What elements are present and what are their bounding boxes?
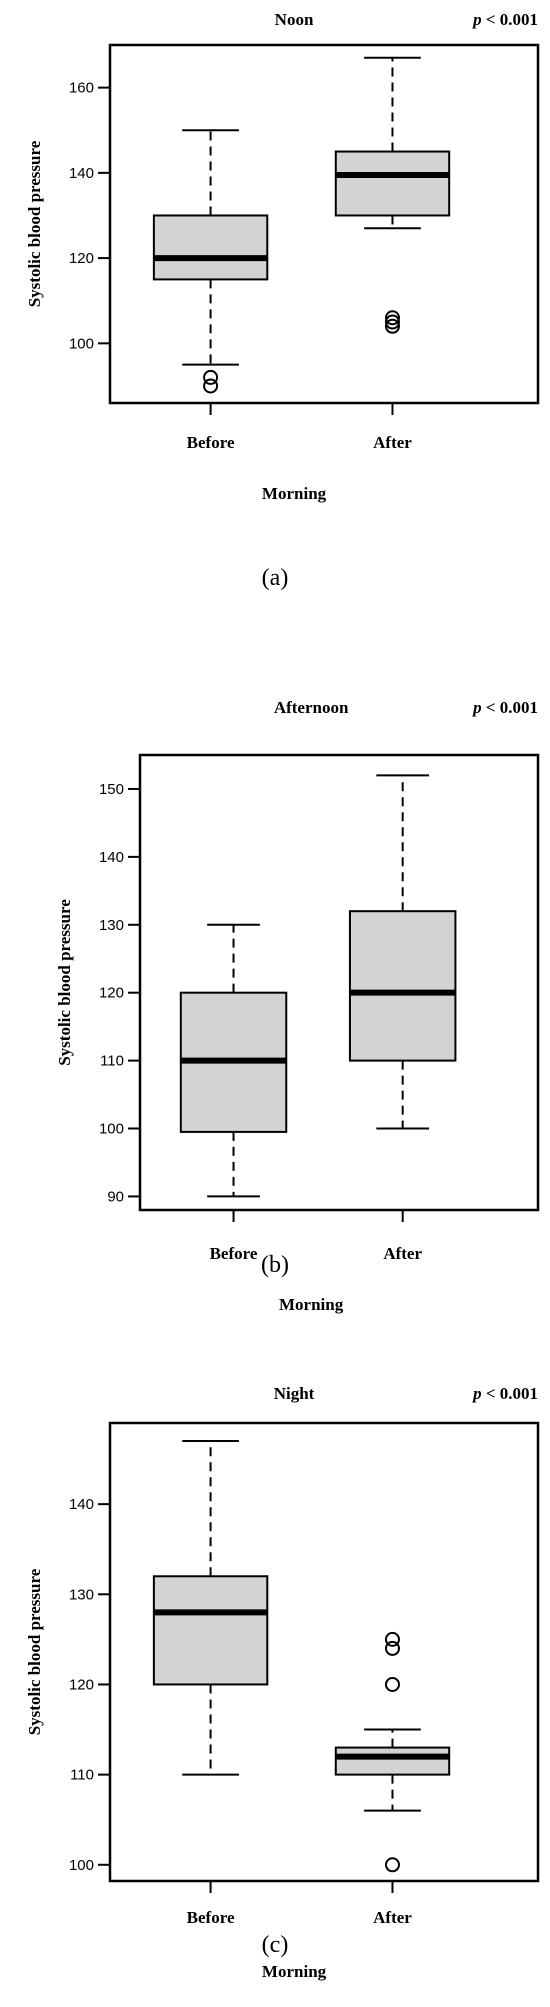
chart-noon: Noon p < 0.001 100 120 140 160 Systolic blood …: [25, 10, 540, 503]
outlier-point-after: [384, 314, 400, 330]
category-label-after: After: [373, 433, 412, 452]
plot-frame: [108, 1421, 540, 1883]
x-axis-label: Morning: [279, 1295, 344, 1314]
chart-title: Afternoon: [274, 698, 349, 717]
p-threshold: < 0.001: [482, 698, 538, 717]
p-symbol: p: [471, 1384, 482, 1403]
box-before: [152, 1575, 269, 1686]
p-symbol: p: [471, 10, 482, 29]
chart-title: Noon: [275, 10, 314, 29]
p-threshold: < 0.001: [482, 10, 538, 29]
box-after: [334, 1746, 451, 1776]
y-tick-label: 140: [69, 165, 94, 182]
category-label-before: Before: [187, 433, 235, 452]
y-tick-label: 140: [69, 1496, 94, 1513]
x-axis-label: Morning: [262, 1962, 327, 1981]
y-tick-label: 110: [100, 1053, 124, 1070]
p-value: p < 0.001: [471, 10, 538, 29]
box-after: [348, 910, 457, 1062]
outlier-point-after: [384, 1640, 400, 1656]
y-tick-label: 110: [70, 1767, 94, 1784]
p-value: p < 0.001: [471, 1384, 538, 1403]
outlier-point-after: [384, 1857, 400, 1873]
panel-label-a: (a): [261, 565, 289, 591]
outlier-point-after: [384, 310, 400, 326]
outlier-point-before: [203, 369, 219, 385]
p-value: p < 0.001: [471, 698, 538, 717]
outlier-point-after: [384, 1676, 400, 1692]
y-tick-label: 100: [69, 1857, 94, 1874]
y-tick-label: 130: [69, 1586, 94, 1603]
p-threshold: < 0.001: [482, 1384, 538, 1403]
panel-c: Night p < 0.001 100 110 120 130 140 Systolic bl…: [0, 1366, 550, 1982]
chart-title: Night: [274, 1384, 315, 1403]
panel-label-b: (b): [261, 1252, 289, 1278]
box-before: [152, 214, 269, 281]
y-tick-label: 130: [99, 917, 124, 934]
y-axis-label: Systolic blood pressure: [55, 899, 74, 1066]
outlier-point-after: [384, 318, 400, 334]
panel-a: Noon p < 0.001 100 120 140 160 Systolic blood …: [0, 0, 550, 600]
y-tick-label: 160: [69, 80, 94, 97]
category-label-before: Before: [187, 1908, 235, 1927]
y-axis-label: Systolic blood pressure: [25, 1568, 44, 1735]
y-tick-label: 150: [99, 781, 124, 798]
y-tick-label: 120: [69, 1676, 94, 1693]
outlier-point-before: [203, 378, 219, 394]
panel-b: Afternoon p < 0.001 90 100 110 120 130 140 150 Sy…: [0, 680, 550, 1314]
y-tick-label: 100: [69, 335, 94, 352]
plot-frame: [138, 753, 540, 1212]
category-label-before: Before: [210, 1244, 258, 1263]
y-axis-label: Systolic blood pressure: [25, 140, 44, 307]
panel-label-c: (c): [261, 1932, 289, 1958]
y-tick-label: 120: [99, 985, 124, 1002]
y-tick-label: 100: [99, 1121, 124, 1138]
p-symbol: p: [471, 698, 482, 717]
plot-frame: [108, 43, 540, 405]
y-tick-label: 90: [107, 1188, 124, 1205]
box-after: [334, 150, 451, 217]
y-tick-label: 140: [99, 849, 124, 866]
category-label-after: After: [373, 1908, 412, 1927]
chart-night: Night p < 0.001 100 110 120 130 140 Systolic bl…: [25, 1384, 540, 1981]
outlier-point-after: [384, 1631, 400, 1647]
x-axis-label: Morning: [262, 484, 327, 503]
category-label-after: After: [383, 1244, 422, 1263]
chart-afternoon: Afternoon p < 0.001 90 100 110 120 130 140 150 Sy…: [55, 698, 540, 1314]
y-tick-label: 120: [69, 250, 94, 267]
